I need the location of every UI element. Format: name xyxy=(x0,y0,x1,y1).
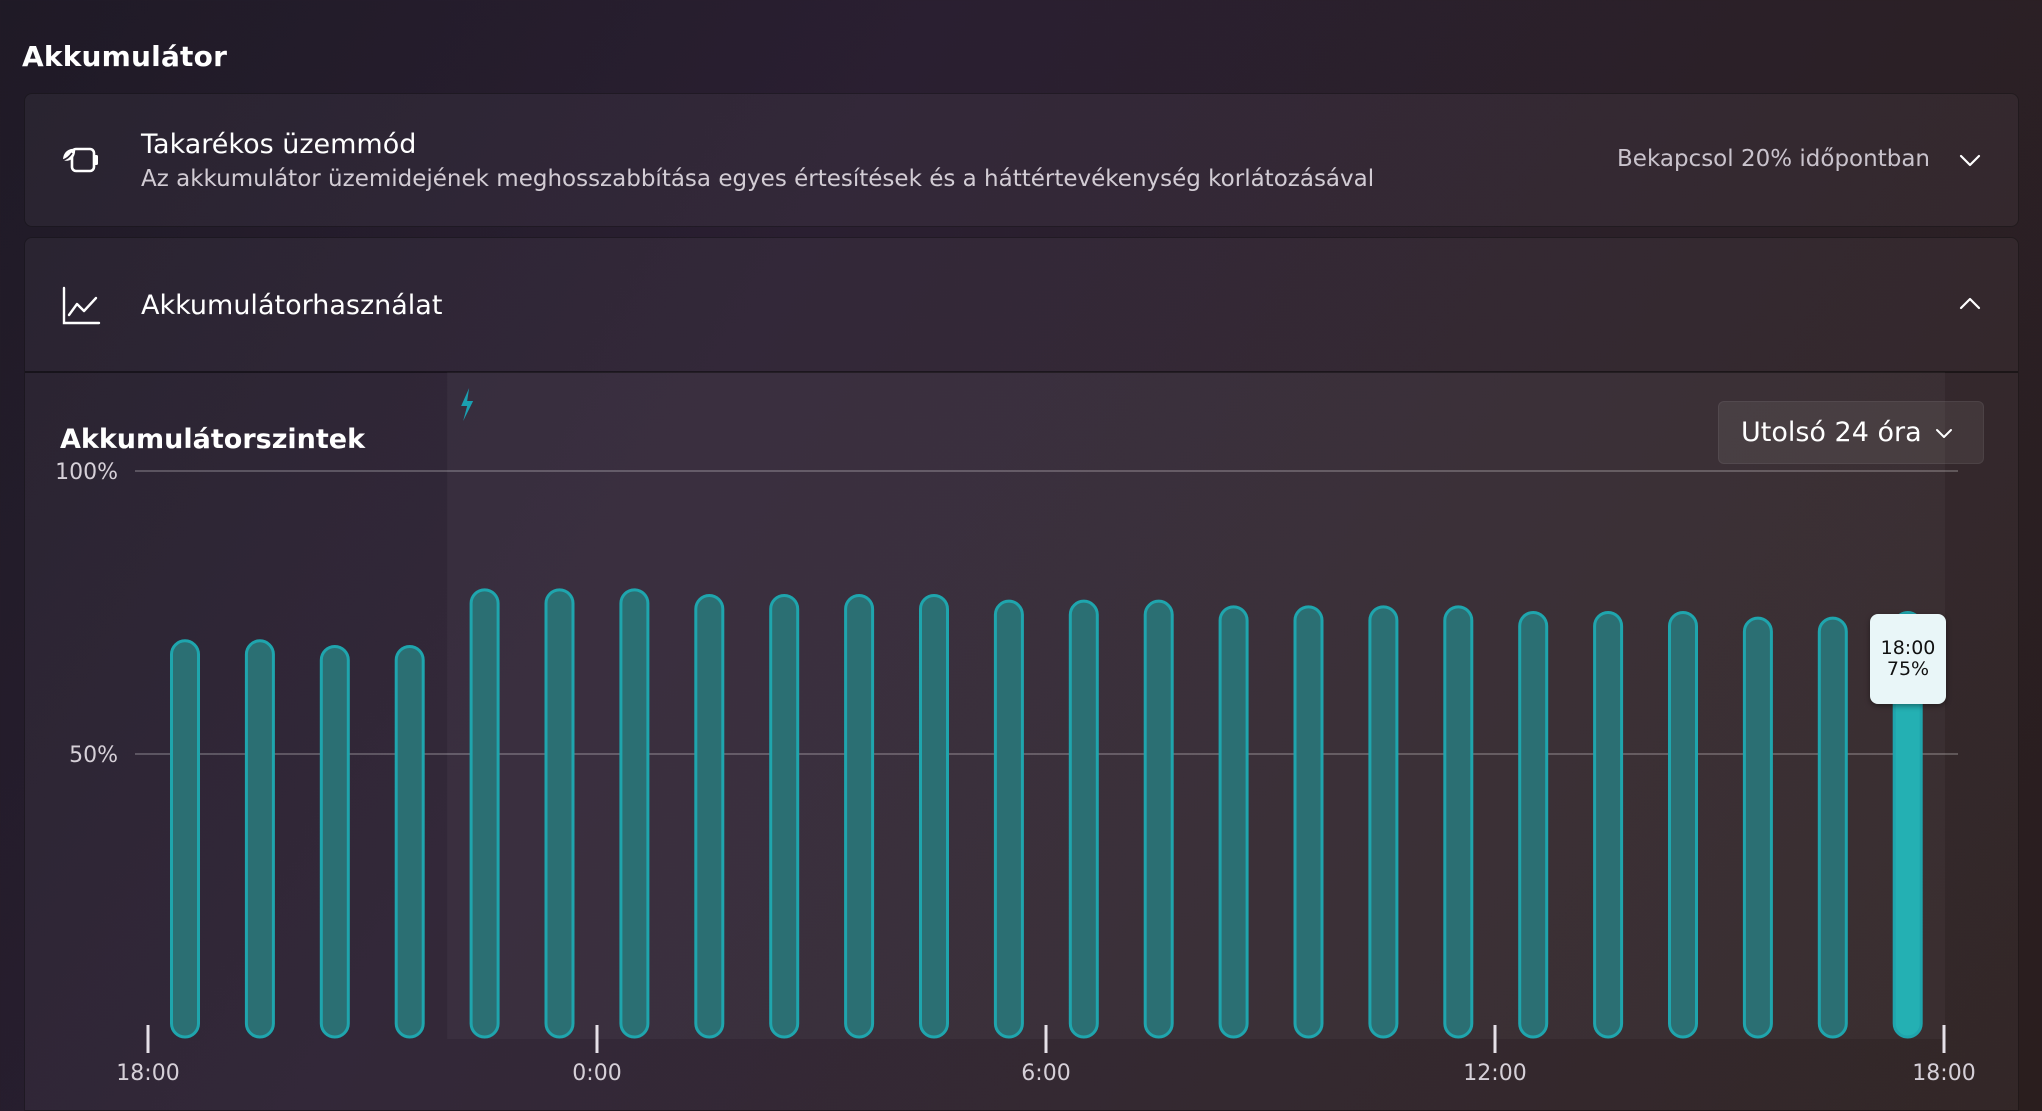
battery-usage-header[interactable]: Akkumulátorhasználat xyxy=(25,238,2018,371)
x-tick-label: 6:00 xyxy=(1021,1061,1070,1086)
level-bar xyxy=(619,588,650,1039)
level-bar xyxy=(1593,611,1624,1039)
divider xyxy=(25,371,2018,373)
battery-saver-icon xyxy=(59,138,103,182)
tooltip-time: 18:00 xyxy=(1880,637,1936,659)
selected-level-bar xyxy=(1892,611,1923,1039)
x-tick-label: 18:00 xyxy=(1912,1061,1975,1086)
chevron-down-icon xyxy=(1933,422,1955,444)
level-bar xyxy=(1368,605,1399,1039)
section-title: Akkumulátor xyxy=(22,40,228,73)
level-bar xyxy=(1068,599,1099,1039)
battery-saver-title: Takarékos üzemmód xyxy=(141,129,417,160)
chevron-down-icon[interactable] xyxy=(1956,146,1984,174)
x-tick-label: 18:00 xyxy=(116,1061,179,1086)
level-bar xyxy=(1518,611,1549,1039)
time-range-label: Utolsó 24 óra xyxy=(1741,417,1922,448)
x-tick-label: 12:00 xyxy=(1463,1061,1526,1086)
level-bar xyxy=(694,594,725,1039)
battery-usage-title: Akkumulátorhasználat xyxy=(141,290,443,321)
level-bar xyxy=(919,594,949,1039)
level-bar xyxy=(544,588,575,1039)
level-bar xyxy=(319,644,350,1039)
tooltip-value: 75% xyxy=(1886,658,1930,680)
level-bar xyxy=(993,599,1024,1039)
battery-usage-card: Akkumulátorhasználat Akkumulátorszintek … xyxy=(24,237,2019,1111)
level-bar xyxy=(1293,605,1324,1039)
level-bar xyxy=(1218,605,1249,1039)
charging-bolt-icon xyxy=(461,388,474,421)
bar-tooltip: 18:00 75% xyxy=(1870,614,1946,704)
battery-saver-card[interactable]: Takarékos üzemmód Az akkumulátor üzemide… xyxy=(24,93,2019,227)
battery-levels-title: Akkumulátorszintek xyxy=(60,424,366,455)
chevron-up-icon[interactable] xyxy=(1956,290,1984,318)
chart-line-icon xyxy=(59,284,103,328)
level-bar xyxy=(1742,616,1773,1039)
level-bar xyxy=(1143,599,1174,1039)
time-range-select[interactable]: Utolsó 24 óra xyxy=(1718,401,1984,464)
x-tick-label: 0:00 xyxy=(572,1061,621,1086)
battery-saver-description: Az akkumulátor üzemidejének meghosszabbí… xyxy=(141,166,1375,192)
battery-level-chart: 100% 50% 18:00 0:00 6:00 12:00 18:00 xyxy=(55,372,1976,1086)
level-bar xyxy=(1817,616,1848,1039)
level-bar xyxy=(394,644,425,1039)
level-bar xyxy=(170,639,200,1039)
battery-saver-status: Bekapcsol 20% időpontban xyxy=(1617,146,1930,172)
level-bar xyxy=(244,639,275,1039)
y-tick-label: 50% xyxy=(69,743,118,768)
level-bar xyxy=(469,588,500,1039)
charging-period-band xyxy=(447,372,1945,1039)
level-bar xyxy=(1668,611,1698,1039)
level-bar xyxy=(769,594,800,1039)
level-bar xyxy=(1443,605,1474,1039)
y-tick-label: 100% xyxy=(55,460,118,485)
level-bar xyxy=(844,594,875,1039)
